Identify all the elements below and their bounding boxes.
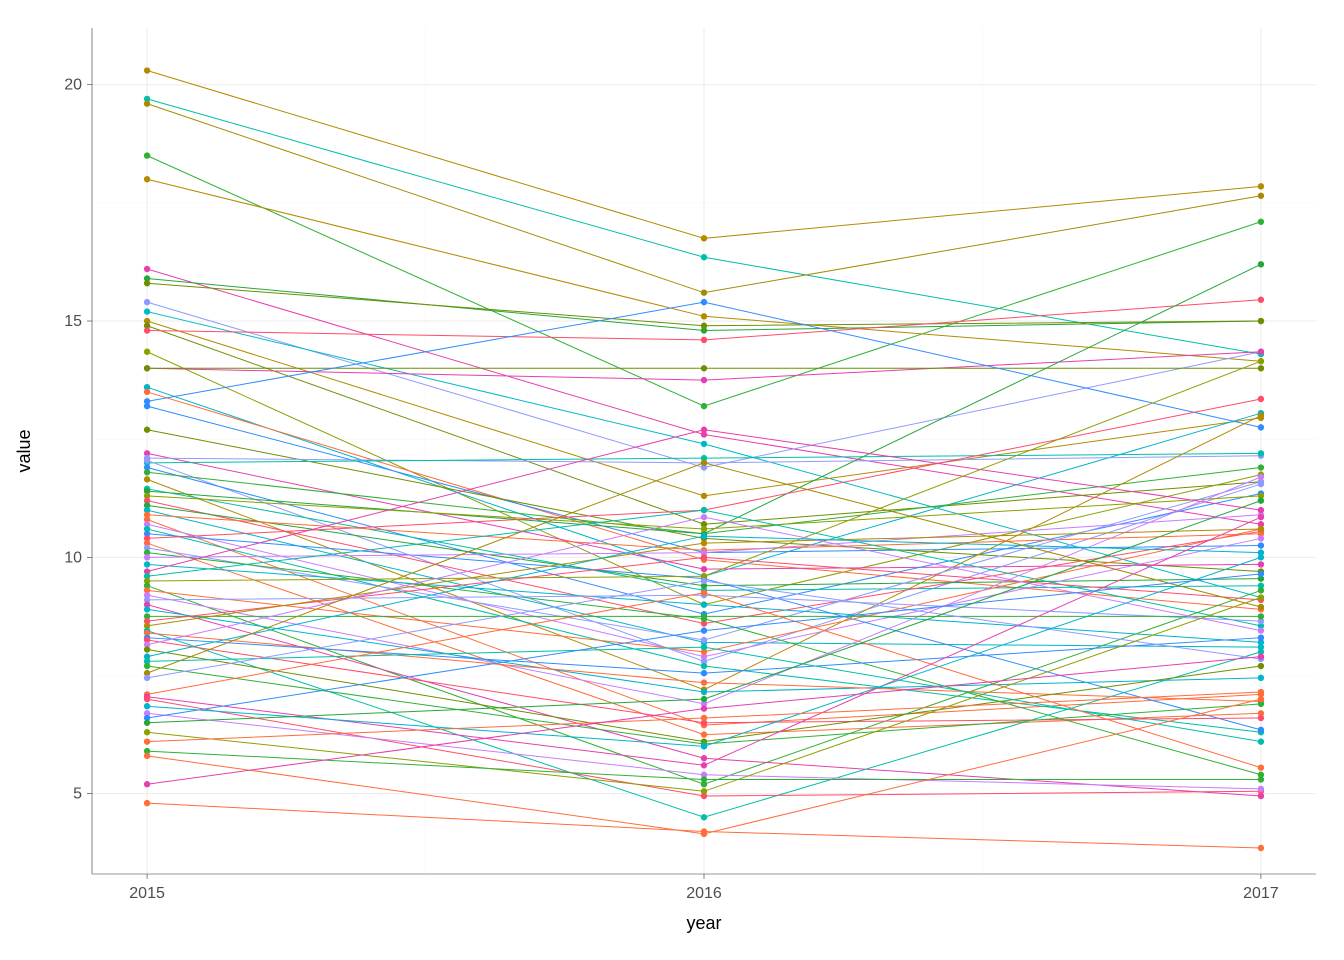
y-axis-title: value — [14, 429, 34, 472]
y-tick-label: 5 — [73, 786, 82, 803]
x-tick-label: 2016 — [686, 885, 722, 902]
x-tick-label: 2017 — [1243, 885, 1279, 902]
y-tick-label: 15 — [64, 313, 82, 330]
spaghetti-chart: 2015 2016 2017 5 10 15 20 year value — [0, 0, 1344, 960]
chart-svg: 2015 2016 2017 5 10 15 20 year value — [0, 0, 1344, 960]
x-tick-label: 2015 — [129, 885, 165, 902]
y-tick-label: 10 — [64, 549, 82, 566]
x-axis-title: year — [686, 913, 721, 933]
y-tick-label: 20 — [64, 77, 82, 94]
